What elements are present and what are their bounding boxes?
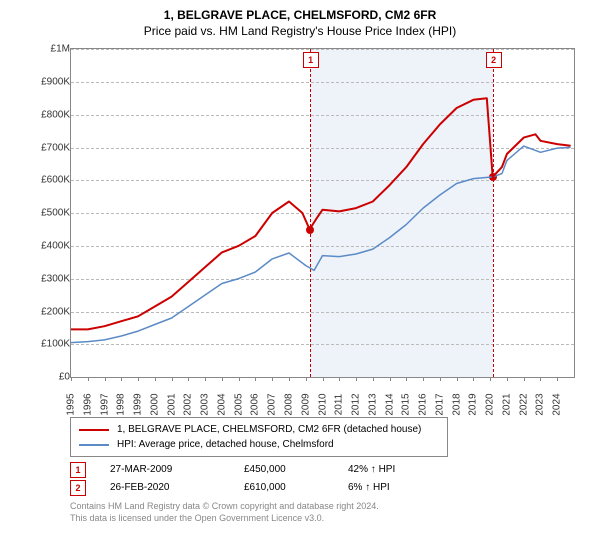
x-axis-label: 2002 [183,394,194,416]
footer-line-2: This data is licensed under the Open Gov… [70,513,590,525]
x-axis-label: 2012 [351,394,362,416]
y-axis-label: £100K [41,339,70,350]
x-axis-label: 2003 [200,394,211,416]
y-axis-label: £900K [41,76,70,87]
event-price-1: £450,000 [244,461,324,479]
event-row-2: 2 26-FEB-2020 £610,000 6% ↑ HPI [70,479,590,497]
legend-swatch-price [79,429,109,431]
events-table: 1 27-MAR-2009 £450,000 42% ↑ HPI 2 26-FE… [70,461,590,497]
legend: 1, BELGRAVE PLACE, CHELMSFORD, CM2 6FR (… [70,417,448,457]
x-axis-label: 2015 [401,394,412,416]
event-marker-2: 2 [70,480,86,496]
x-axis-label: 2022 [518,394,529,416]
x-axis-label: 2009 [300,394,311,416]
x-axis-label: 1997 [99,394,110,416]
legend-item-hpi: HPI: Average price, detached house, Chel… [79,437,439,452]
legend-item-price: 1, BELGRAVE PLACE, CHELMSFORD, CM2 6FR (… [79,422,439,437]
x-axis-label: 2018 [451,394,462,416]
y-axis-label: £500K [41,208,70,219]
event-pct-2: 6% ↑ HPI [348,479,428,497]
x-axis-label: 2006 [250,394,261,416]
legend-label-hpi: HPI: Average price, detached house, Chel… [117,437,334,452]
y-axis-label: £600K [41,175,70,186]
x-axis-label: 2005 [233,394,244,416]
y-axis-label: £700K [41,142,70,153]
y-axis-label: £400K [41,240,70,251]
y-axis-label: £300K [41,273,70,284]
x-axis-label: 2024 [552,394,563,416]
x-axis-label: 2000 [149,394,160,416]
x-axis-label: 1998 [116,394,127,416]
footer: Contains HM Land Registry data © Crown c… [70,501,590,524]
x-axis-label: 2001 [166,394,177,416]
y-axis-label: £1M [51,44,70,55]
event-price-2: £610,000 [244,479,324,497]
x-axis-label: 2017 [434,394,445,416]
event-date-1: 27-MAR-2009 [110,461,220,479]
event-row-1: 1 27-MAR-2009 £450,000 42% ↑ HPI [70,461,590,479]
chart-title: 1, BELGRAVE PLACE, CHELMSFORD, CM2 6FR [10,8,590,24]
x-axis-label: 2011 [334,394,345,416]
x-axis-label: 2004 [216,394,227,416]
legend-label-price: 1, BELGRAVE PLACE, CHELMSFORD, CM2 6FR (… [117,422,421,437]
chart-container: 1, BELGRAVE PLACE, CHELMSFORD, CM2 6FR P… [0,0,600,560]
y-axis-label: £200K [41,306,70,317]
x-axis-label: 1995 [66,394,77,416]
x-axis-label: 2014 [384,394,395,416]
x-axis-label: 2007 [267,394,278,416]
footer-line-1: Contains HM Land Registry data © Crown c… [70,501,590,513]
event-date-2: 26-FEB-2020 [110,479,220,497]
event-marker-1: 1 [70,462,86,478]
chart-area: £0 £100K £200K £300K £400K £500K £600K £700K £80… [25,43,585,413]
x-axis-label: 2021 [501,394,512,416]
x-axis-label: 2023 [535,394,546,416]
x-axis-label: 2020 [485,394,496,416]
x-axis-label: 2016 [418,394,429,416]
x-axis-label: 2010 [317,394,328,416]
plot-region: £0£100K£200K£300K£400K£500K£600K£700K£80… [70,48,575,378]
x-axis-label: 1999 [133,394,144,416]
legend-swatch-hpi [79,444,109,446]
x-axis-label: 2008 [283,394,294,416]
chart-subtitle: Price paid vs. HM Land Registry's House … [10,24,590,40]
y-axis-label: £0 [59,372,70,383]
x-axis-label: 1996 [82,394,93,416]
y-axis-label: £800K [41,109,70,120]
event-pct-1: 42% ↑ HPI [348,461,428,479]
x-axis-label: 2013 [367,394,378,416]
x-axis-label: 2019 [468,394,479,416]
